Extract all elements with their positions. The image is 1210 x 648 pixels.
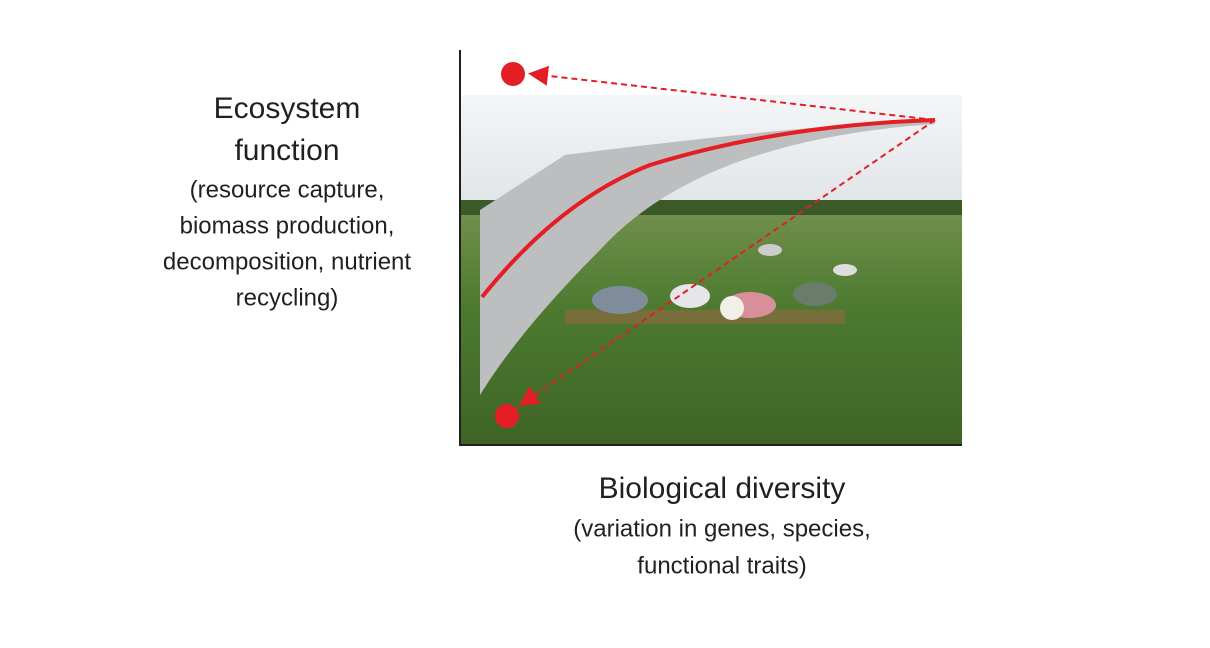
x-label-detail: functional traits) <box>637 552 806 579</box>
y-label-detail: (resource capture, <box>190 176 385 203</box>
dot <box>495 404 519 428</box>
photo <box>460 95 962 445</box>
y-label: function <box>234 134 339 167</box>
y-label-detail: recycling) <box>236 284 339 311</box>
x-label-detail: (variation in genes, species, <box>573 515 871 542</box>
dot <box>501 62 525 86</box>
y-label: Ecosystem <box>214 92 361 125</box>
trend-curve <box>480 118 936 299</box>
confidence-band <box>480 118 935 395</box>
y-label-detail: decomposition, nutrient <box>163 248 411 275</box>
x-label: Biological diversity <box>599 472 846 505</box>
arrow <box>528 65 936 121</box>
y-label-detail: biomass production, <box>180 212 395 239</box>
arrow <box>518 119 936 407</box>
